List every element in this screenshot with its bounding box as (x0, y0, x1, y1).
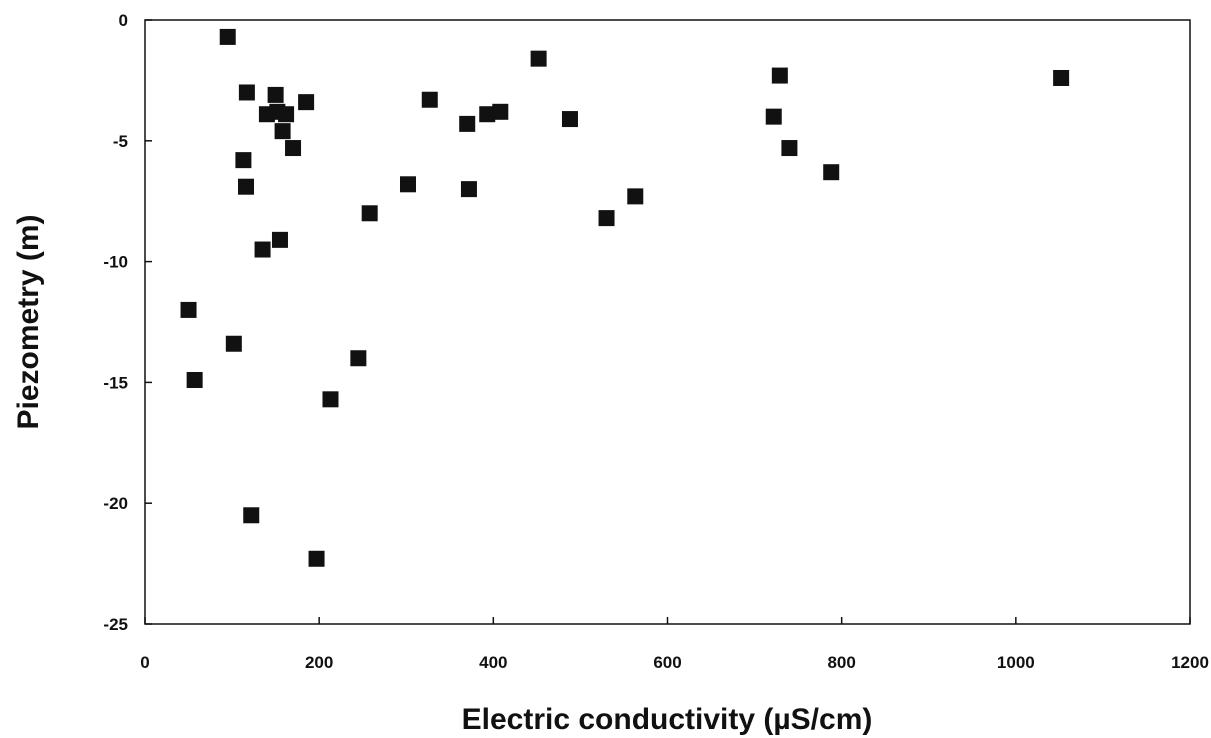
data-point (350, 350, 367, 367)
data-point (823, 164, 840, 181)
plot-frame (144, 19, 1191, 625)
data-point (765, 108, 782, 125)
data-point (322, 391, 339, 408)
data-point (271, 231, 288, 248)
y-axis-title: Piezometry (m) (12, 214, 45, 429)
x-tick-label: 200 (305, 653, 333, 672)
data-point (274, 123, 291, 140)
data-point (479, 106, 496, 123)
data-point (235, 152, 252, 169)
data-point (1053, 69, 1070, 86)
x-tick-label: 1200 (1171, 653, 1209, 672)
data-point (225, 335, 242, 352)
y-tick-label: -15 (103, 373, 128, 392)
data-point (285, 140, 302, 157)
y-tick-label: -10 (103, 253, 128, 272)
x-tick-label: 1000 (997, 653, 1035, 672)
data-point (298, 94, 315, 111)
data-point (459, 115, 476, 132)
points-layer (180, 28, 1070, 567)
data-point (771, 67, 788, 84)
data-point (627, 188, 644, 205)
x-tick-label: 600 (653, 653, 681, 672)
data-point (598, 210, 615, 227)
x-tick-label: 800 (827, 653, 855, 672)
data-point (781, 140, 798, 157)
y-tick-label: -5 (113, 132, 128, 151)
data-point (254, 241, 271, 258)
data-point (421, 91, 438, 108)
data-point (399, 176, 416, 193)
data-point (243, 507, 260, 524)
y-tick-label: -20 (103, 494, 128, 513)
data-point (278, 106, 295, 123)
x-tick-label: 0 (140, 653, 149, 672)
data-point (530, 50, 547, 67)
data-point (219, 28, 236, 45)
x-axis-title: Electric conductivity (µS/cm) (462, 703, 873, 736)
data-point (238, 178, 255, 195)
x-tick-label: 400 (479, 653, 507, 672)
data-point (186, 371, 203, 388)
y-tick-label: -25 (103, 615, 128, 634)
data-point (238, 84, 255, 101)
data-point (180, 301, 197, 318)
data-point (308, 550, 325, 567)
data-point (460, 181, 477, 198)
ticks-layer: 0 200 400 600 800 1000 1200 0 -5 -10 -15 -20 -25 (103, 11, 1208, 672)
data-point (267, 86, 284, 103)
data-point (361, 205, 378, 222)
data-point (492, 103, 509, 120)
data-point (561, 111, 578, 128)
y-tick-label: 0 (119, 11, 128, 30)
